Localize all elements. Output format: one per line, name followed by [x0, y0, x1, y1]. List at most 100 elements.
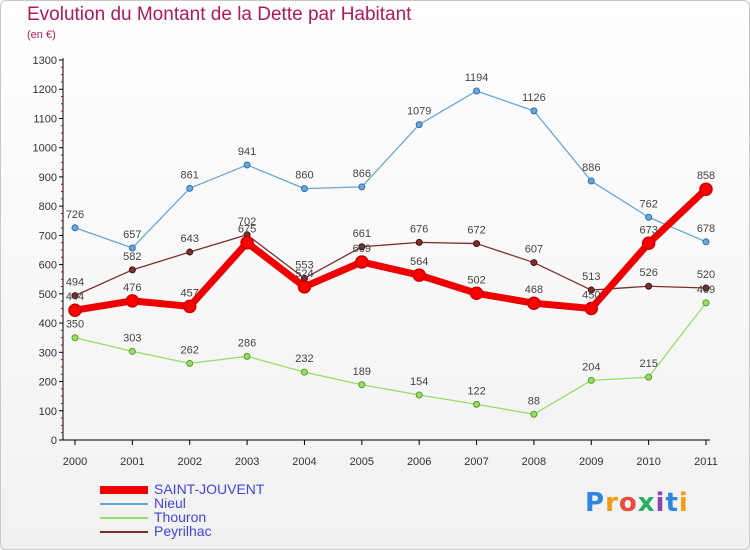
data-label-saint-jouvent: 476	[123, 282, 141, 294]
chart-title: Evolution du Montant de la Dette par Hab…	[27, 4, 412, 25]
data-label-thouron: 122	[467, 385, 485, 397]
data-label-peyrilhac: 520	[697, 269, 715, 281]
data-point-saint-jouvent	[355, 255, 369, 269]
data-point-saint-jouvent	[584, 301, 599, 316]
chart-axes: 0 100 200 300 400 500 600 700 800 900 1000 1100 1200…	[33, 55, 718, 468]
data-label-nieul: 1079	[407, 106, 431, 118]
data-point-nieul	[71, 224, 79, 232]
data-point-thouron	[530, 410, 538, 418]
data-point-nieul	[243, 161, 251, 169]
y-tick-label: 900	[39, 172, 57, 184]
data-point-saint-jouvent	[125, 294, 140, 308]
data-label-peyrilhac: 661	[353, 228, 371, 240]
data-label-saint-jouvent: 673	[639, 224, 657, 236]
x-tick-label: 2009	[579, 456, 603, 468]
data-label-thouron: 204	[582, 361, 600, 373]
data-label-nieul: 762	[639, 198, 657, 210]
data-label-nieul: 860	[295, 170, 313, 182]
data-label-saint-jouvent: 457	[181, 287, 199, 299]
series-line-peyrilhac	[74, 234, 707, 297]
legend-label: Peyrilhac	[154, 523, 212, 539]
data-label-peyrilhac: 607	[525, 244, 543, 256]
x-tick-label: 2004	[292, 456, 316, 468]
data-point-thouron	[415, 391, 423, 399]
data-label-thouron: 232	[295, 353, 313, 365]
legend-label: Nieul	[154, 495, 186, 511]
data-label-saint-jouvent: 564	[410, 256, 428, 268]
y-tick-label: 300	[39, 347, 57, 359]
data-label-peyrilhac: 676	[410, 223, 428, 235]
data-label-thouron: 88	[528, 395, 540, 407]
data-point-nieul	[415, 121, 423, 129]
data-point-nieul	[702, 238, 710, 246]
series-line-nieul	[74, 90, 707, 249]
data-point-peyrilhac	[71, 292, 79, 300]
data-label-nieul: 678	[697, 223, 715, 235]
x-tick-label: 2011	[694, 456, 718, 468]
legend-swatch	[100, 531, 148, 533]
y-tick-label: 700	[39, 230, 57, 242]
data-point-peyrilhac	[473, 240, 481, 248]
data-point-thouron	[358, 381, 366, 389]
data-point-saint-jouvent	[527, 296, 541, 310]
data-point-peyrilhac	[530, 259, 538, 267]
legend-item-thouron: Thouron	[100, 509, 400, 525]
data-point-saint-jouvent	[699, 182, 713, 196]
legend-item-saint-jouvent: SAINT-JOUVENT	[100, 481, 400, 497]
data-point-saint-jouvent	[240, 235, 254, 250]
data-point-saint-jouvent	[68, 303, 82, 317]
data-label-nieul: 886	[582, 162, 600, 174]
data-point-peyrilhac	[702, 284, 710, 292]
data-point-thouron	[71, 334, 79, 342]
data-point-thouron	[645, 373, 653, 381]
data-point-saint-jouvent	[469, 286, 484, 301]
data-label-peyrilhac: 702	[238, 216, 256, 228]
data-point-thouron	[243, 352, 251, 360]
data-label-peyrilhac: 494	[66, 277, 84, 289]
y-tick-label: 200	[39, 377, 57, 389]
data-point-peyrilhac	[415, 238, 423, 246]
legend-label: Thouron	[154, 509, 207, 525]
data-label-thouron: 189	[353, 366, 371, 378]
data-point-nieul	[186, 184, 194, 192]
x-tick-label: 2001	[120, 456, 144, 468]
x-tick-label: 2010	[636, 456, 660, 468]
data-point-nieul	[473, 87, 481, 95]
legend-item-peyrilhac: Peyrilhac	[100, 523, 400, 539]
data-point-saint-jouvent	[297, 280, 312, 294]
data-label-saint-jouvent: 444	[66, 291, 84, 303]
data-point-nieul	[128, 244, 136, 252]
data-label-peyrilhac: 513	[582, 271, 600, 283]
data-point-peyrilhac	[128, 266, 136, 274]
x-tick-label: 2006	[407, 456, 431, 468]
data-point-peyrilhac	[645, 282, 653, 290]
proxiti-logo: Proxiti	[585, 488, 689, 518]
data-label-thouron: 154	[410, 376, 428, 388]
data-point-thouron	[186, 359, 194, 367]
chart-series	[68, 87, 713, 418]
data-label-nieul: 657	[123, 229, 141, 241]
y-tick-label: 1200	[33, 84, 57, 96]
data-point-peyrilhac	[587, 286, 595, 294]
chart-data-labels: 726 657 861 941 860 866 1079 1194 1126 886 762 678 3…	[66, 72, 715, 407]
y-tick-label: 500	[39, 289, 57, 301]
x-tick-label: 2003	[235, 456, 259, 468]
data-point-nieul	[300, 185, 308, 193]
y-tick-label: 600	[39, 260, 57, 272]
data-label-nieul: 1194	[465, 72, 489, 84]
data-label-peyrilhac: 526	[639, 267, 657, 279]
data-point-peyrilhac	[186, 248, 194, 256]
x-tick-label: 2005	[350, 456, 374, 468]
data-label-nieul: 866	[353, 168, 371, 180]
legend-item-nieul: Nieul	[100, 495, 400, 511]
y-tick-label: 1300	[33, 55, 57, 67]
data-label-peyrilhac: 553	[295, 259, 313, 271]
data-label-thouron: 350	[66, 319, 84, 331]
data-label-saint-jouvent: 468	[525, 284, 543, 296]
data-label-peyrilhac: 672	[467, 225, 485, 237]
data-label-peyrilhac: 643	[181, 233, 199, 245]
legend-swatch	[100, 486, 148, 494]
legend-swatch	[100, 517, 148, 519]
data-point-thouron	[702, 299, 710, 307]
